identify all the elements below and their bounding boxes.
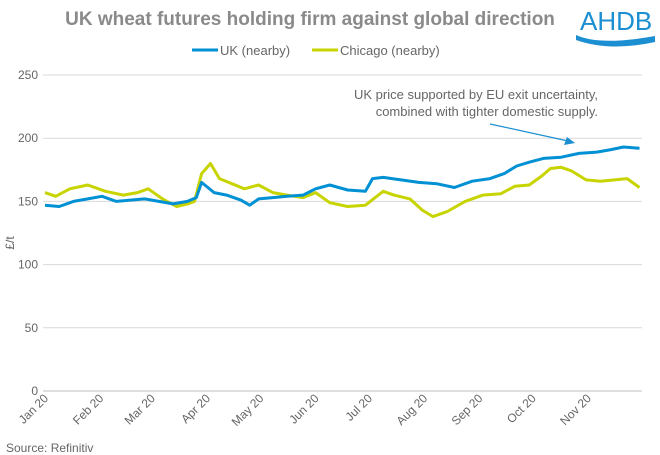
legend-label-chicago: Chicago (nearby) [340,43,440,58]
logo-wave [576,35,655,47]
x-tick-label: Apr 20 [178,391,213,426]
x-tick-label: Jul 20 [343,391,376,424]
x-tick-label: Jun 20 [286,391,322,427]
x-tick-label: Aug 20 [393,391,430,428]
x-tick-label: Oct 20 [504,391,539,426]
legend-label-uk: UK (nearby) [220,43,290,58]
y-tick-label: 150 [18,194,38,208]
y-tick-label: 200 [18,131,38,145]
y-axis-label: £/t [3,236,17,250]
gridlines [43,74,642,392]
annotation-arrow-head [564,137,575,145]
annotation-line-2: combined with tighter domestic supply. [376,104,598,119]
x-axis: Jan 20 Feb 20 Mar 20 Apr 20 May 20 Jun 20 Jul … [16,391,595,429]
logo-text: AHDB [580,6,652,36]
series-lines [44,145,641,219]
y-tick-label: 50 [25,321,39,335]
y-tick-label: 100 [18,258,38,272]
x-tick-label: Mar 20 [122,391,159,428]
y-tick-label: 250 [18,68,38,82]
annotation: UK price supported by EU exit uncertaint… [354,87,598,145]
x-tick-label: Nov 20 [557,391,594,428]
series-line-chicago [44,162,641,219]
y-tick-label: 0 [31,384,38,398]
x-tick-label: May 20 [229,391,267,429]
y-axis: 0 50 100 150 200 250 [18,68,38,398]
x-tick-label: Feb 20 [70,391,107,428]
annotation-line-1: UK price supported by EU exit uncertaint… [354,87,598,102]
ahdb-logo: AHDB [576,6,655,47]
x-tick-label: Sep 20 [449,391,486,428]
annotation-arrow-line [489,123,569,142]
series-line-uk [44,145,640,208]
legend: UK (nearby) Chicago (nearby) [192,43,440,58]
source-note: Source: Refinitiv [6,441,93,455]
chart-title: UK wheat futures holding firm against gl… [65,9,555,30]
